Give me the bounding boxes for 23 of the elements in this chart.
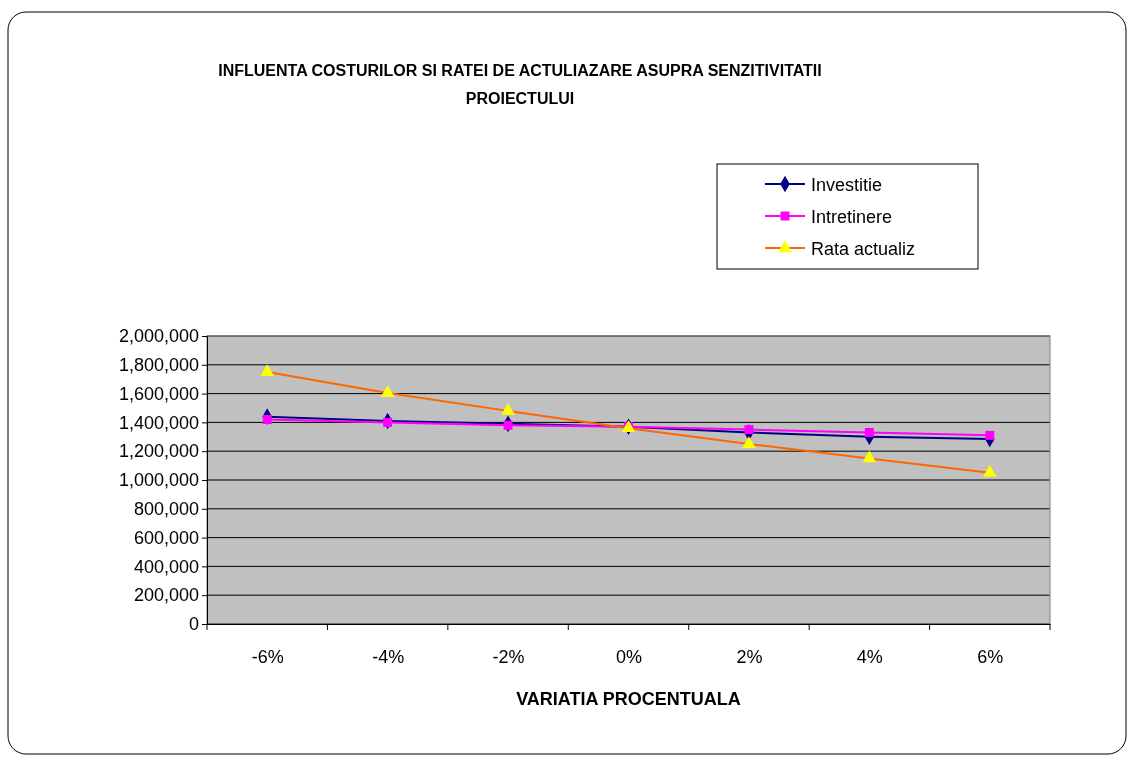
y-tick-label: 400,000 [133, 556, 199, 577]
y-tick-label: 1,000,000 [118, 470, 199, 491]
x-tick-label: 4% [856, 646, 883, 667]
legend-label: Rata actualiz [811, 239, 916, 259]
y-tick-label: 600,000 [133, 527, 199, 548]
legend-label: Investitie [811, 175, 883, 195]
x-tick-label: -4% [372, 646, 405, 667]
legend-label: Intretinere [811, 207, 893, 227]
y-tick-label: 1,200,000 [118, 441, 199, 462]
y-tick-label: 1,800,000 [118, 355, 199, 376]
x-tick-label: -6% [251, 646, 284, 667]
chart-title: INFLUENTA COSTURILOR SI RATEI DE ACTULIAZARE ASUPRA SENZITIVITATII PROIECTULUI [218, 62, 822, 107]
y-tick-label: 1,600,000 [118, 383, 199, 404]
x-tick-label: -2% [492, 646, 525, 667]
y-tick-label: 2,000,000 [118, 326, 199, 347]
y-tick-label: 1,400,000 [118, 412, 199, 433]
x-tick-label: 6% [977, 646, 1004, 667]
y-tick-label: 200,000 [133, 585, 199, 606]
x-axis-title: VARIATIA PROCENTUALA [516, 689, 741, 709]
y-tick-label: 800,000 [133, 499, 199, 520]
x-tick-label: 0% [615, 646, 643, 667]
x-tick-label: 2% [736, 646, 763, 667]
y-tick-label: 0 [188, 614, 199, 635]
